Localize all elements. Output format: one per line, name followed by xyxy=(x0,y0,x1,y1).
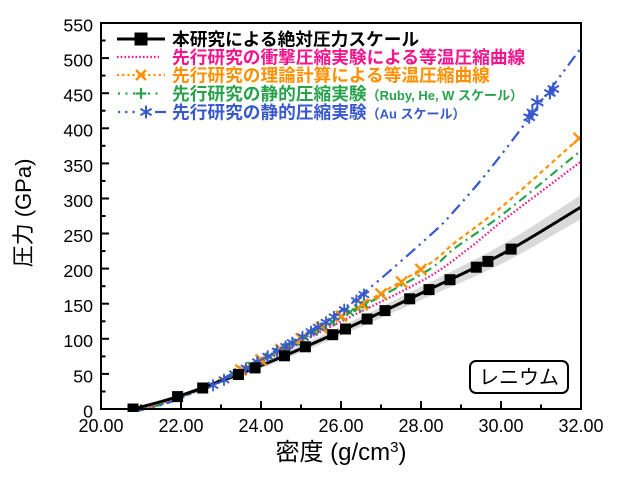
svg-text:350: 350 xyxy=(63,156,93,176)
svg-text:密度 (g/cm3): 密度 (g/cm3) xyxy=(275,439,406,466)
svg-text:450: 450 xyxy=(63,86,93,106)
svg-text:250: 250 xyxy=(63,226,93,246)
svg-text:200: 200 xyxy=(63,261,93,281)
svg-text:レニウム: レニウム xyxy=(479,367,559,389)
svg-text:22.00: 22.00 xyxy=(158,416,203,436)
svg-text:圧力 (GPa): 圧力 (GPa) xyxy=(11,159,36,268)
svg-text:550: 550 xyxy=(63,15,93,35)
svg-text:先行研究の静的圧縮実験（Au スケール）: 先行研究の静的圧縮実験（Au スケール） xyxy=(172,102,466,122)
svg-text:0: 0 xyxy=(83,401,93,421)
svg-text:先行研究の静的圧縮実験（Ruby, He, W スケール）: 先行研究の静的圧縮実験（Ruby, He, W スケール） xyxy=(172,84,523,104)
svg-text:32.00: 32.00 xyxy=(558,416,603,436)
svg-text:300: 300 xyxy=(63,191,93,211)
svg-text:先行研究の理論計算による等温圧縮曲線: 先行研究の理論計算による等温圧縮曲線 xyxy=(172,64,490,85)
svg-text:28.00: 28.00 xyxy=(398,416,443,436)
svg-text:500: 500 xyxy=(63,51,93,71)
svg-text:150: 150 xyxy=(63,296,93,316)
svg-text:20.00: 20.00 xyxy=(78,416,123,436)
svg-text:30.00: 30.00 xyxy=(478,416,523,436)
svg-text:50: 50 xyxy=(73,366,93,386)
svg-text:26.00: 26.00 xyxy=(318,416,363,436)
svg-text:先行研究の衝撃圧縮実験による等温圧縮曲線: 先行研究の衝撃圧縮実験による等温圧縮曲線 xyxy=(172,46,526,67)
svg-text:本研究による絶対圧力スケール: 本研究による絶対圧力スケール xyxy=(172,29,419,49)
svg-text:100: 100 xyxy=(63,331,93,351)
svg-text:400: 400 xyxy=(63,121,93,141)
svg-text:24.00: 24.00 xyxy=(238,416,283,436)
